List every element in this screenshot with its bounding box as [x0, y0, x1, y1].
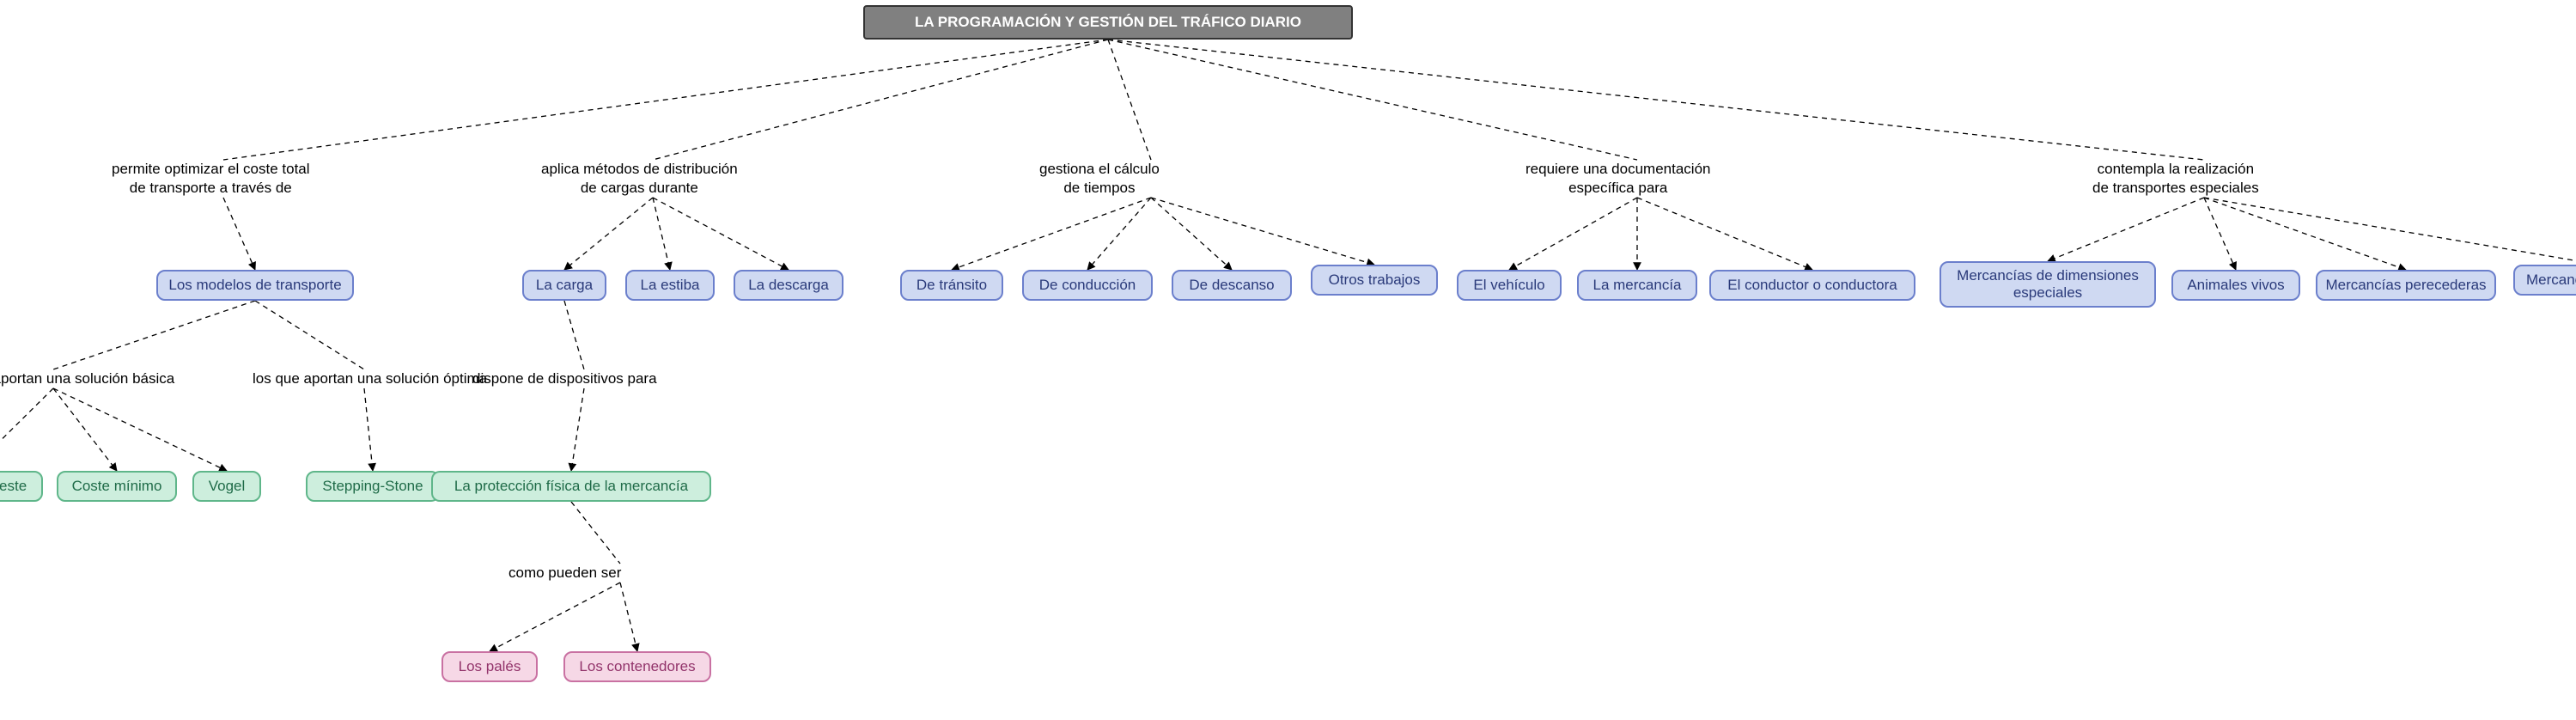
- edge-l5-b13: [2204, 198, 2236, 270]
- node-b13: Animales vivos: [2171, 270, 2300, 301]
- edge-l8-g5: [571, 388, 584, 471]
- edge-l2-b3: [653, 198, 670, 270]
- node-g3: Vogel: [192, 471, 261, 502]
- edge-l1-b1: [223, 198, 255, 270]
- edge-l6-g2: [53, 388, 117, 471]
- edge-l3-b8: [1151, 198, 1374, 265]
- edge-root-l5: [1108, 40, 2204, 160]
- node-b14: Mercancías perecederas: [2316, 270, 2496, 301]
- node-b11: El conductor o conductora: [1709, 270, 1915, 301]
- node-b12: Mercancías de dimensionesespeciales: [1940, 261, 2156, 308]
- node-b6: De conducción: [1022, 270, 1153, 301]
- edge-l3-b5: [952, 198, 1151, 270]
- edge-l5-b12: [2048, 198, 2204, 261]
- edge-l5-b15: [2204, 198, 2576, 265]
- node-b2: La carga: [522, 270, 606, 301]
- edge-l5-b14: [2204, 198, 2406, 270]
- edge-root-l1: [223, 40, 1108, 160]
- node-b3: La estiba: [625, 270, 715, 301]
- node-root: LA PROGRAMACIÓN Y GESTIÓN DEL TRÁFICO DI…: [863, 5, 1353, 40]
- edge-b1-l7: [255, 301, 364, 369]
- node-p2: Los contenedores: [563, 651, 711, 682]
- edge-g5-l9: [571, 502, 620, 564]
- node-b4: La descarga: [734, 270, 843, 301]
- label-l8: dispone de dispositivos para: [472, 369, 657, 388]
- edge-root-l3: [1108, 40, 1151, 160]
- edges-layer: [0, 0, 2576, 720]
- label-l5: contempla la realizaciónde transportes e…: [2092, 160, 2259, 198]
- node-b1: Los modelos de transporte: [156, 270, 354, 301]
- edge-l3-b7: [1151, 198, 1232, 270]
- node-g5: La protección física de la mercancía: [431, 471, 711, 502]
- label-l1: permite optimizar el coste totalde trans…: [112, 160, 310, 198]
- node-g4: Stepping-Stone: [306, 471, 440, 502]
- label-l9: como pueden ser: [509, 564, 621, 583]
- edge-l4-b11: [1637, 198, 1812, 270]
- edge-root-l2: [653, 40, 1108, 160]
- node-b7: De descanso: [1172, 270, 1292, 301]
- edge-l3-b6: [1087, 198, 1151, 270]
- node-b9: El vehículo: [1457, 270, 1562, 301]
- node-b5: De tránsito: [900, 270, 1003, 301]
- label-l2: aplica métodos de distribuciónde cargas …: [541, 160, 738, 198]
- edge-l2-b2: [564, 198, 653, 270]
- node-g2: Coste mínimo: [57, 471, 177, 502]
- node-b8: Otros trabajos: [1311, 265, 1438, 296]
- node-p1: Los palés: [442, 651, 538, 682]
- edge-l9-p2: [620, 583, 637, 651]
- node-b15: Mercancías peligrosas: [2513, 265, 2576, 296]
- node-g1: Esquina noroeste: [0, 471, 43, 502]
- edge-b2-l8: [564, 301, 584, 369]
- node-b10: La mercancía: [1577, 270, 1697, 301]
- edge-l6-g1: [0, 388, 53, 471]
- edge-l2-b4: [653, 198, 789, 270]
- label-l4: requiere una documentaciónespecífica par…: [1526, 160, 1710, 198]
- edge-l7-g4: [364, 388, 373, 471]
- label-l3: gestiona el cálculode tiempos: [1039, 160, 1160, 198]
- label-l7: los que aportan una solución óptima: [253, 369, 487, 388]
- edge-l4-b9: [1509, 198, 1637, 270]
- edge-l6-g3: [53, 388, 227, 471]
- label-l6: los que aportan una solución básica: [0, 369, 174, 388]
- edge-b1-l6: [53, 301, 255, 369]
- edge-l9-p1: [490, 583, 620, 651]
- edge-root-l4: [1108, 40, 1637, 160]
